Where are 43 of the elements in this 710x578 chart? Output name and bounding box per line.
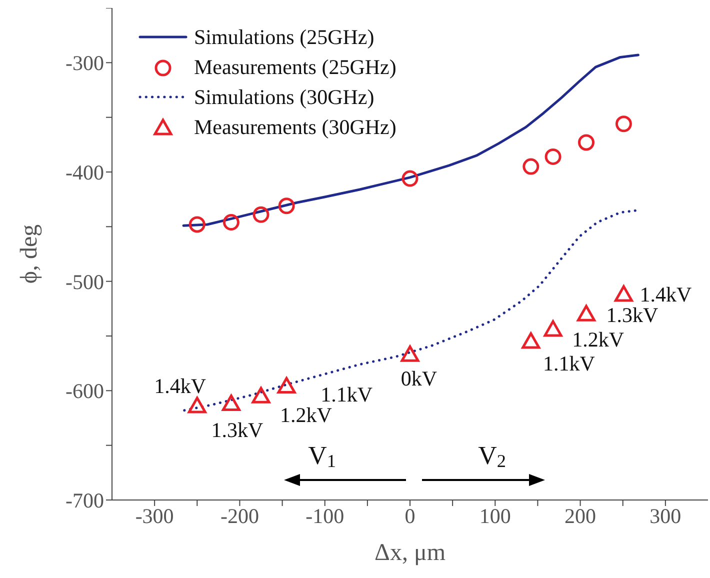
point [277, 377, 296, 394]
point [544, 148, 562, 165]
x-tick-label: -200 [220, 504, 259, 528]
point [222, 214, 240, 231]
annotation: 0kV [400, 366, 438, 391]
y-tick-label: -300 [66, 51, 104, 76]
point [252, 206, 270, 223]
point [614, 285, 633, 302]
point [544, 320, 562, 337]
point [188, 396, 206, 414]
point [522, 332, 540, 349]
x-axis-title: Δx, μm [374, 540, 446, 566]
annotation: 1.2kV [572, 327, 624, 352]
x-tick-label: 200 [564, 504, 596, 528]
point [402, 170, 418, 187]
legend-label: Measurements (25GHz) [194, 54, 396, 81]
x-tick-label: 100 [479, 504, 511, 528]
point [278, 198, 295, 214]
y-axis-title: ϕ, deg [16, 224, 43, 284]
x-tick-label: 0 [404, 504, 416, 528]
annotation: V$_{2}$ [478, 440, 506, 472]
annotation: 1.1kV [542, 351, 595, 376]
point [188, 216, 206, 233]
point [222, 394, 240, 412]
annotation: 1.4kV [154, 374, 206, 398]
x-tick-label: -100 [306, 504, 344, 528]
point [576, 304, 596, 322]
point [615, 116, 632, 132]
y-tick-label: -400 [66, 160, 104, 184]
legend-label: Simulations (30GHz) [194, 84, 374, 111]
legend-label: Simulations (25GHz) [194, 24, 374, 51]
annotation: V$_{1}$ [308, 440, 336, 472]
y-tick-label: -700 [66, 488, 104, 512]
point [400, 345, 420, 362]
x-tick-label: -300 [135, 504, 174, 528]
legend-label: Measurements (30GHz) [194, 114, 396, 141]
y-tick-label: -600 [66, 379, 104, 404]
y-tick-label: -500 [66, 270, 104, 294]
point [522, 158, 540, 175]
x-tick-label: 300 [650, 504, 682, 528]
point [578, 134, 594, 151]
annotation: 1.3kV [211, 418, 264, 442]
point [252, 386, 270, 404]
